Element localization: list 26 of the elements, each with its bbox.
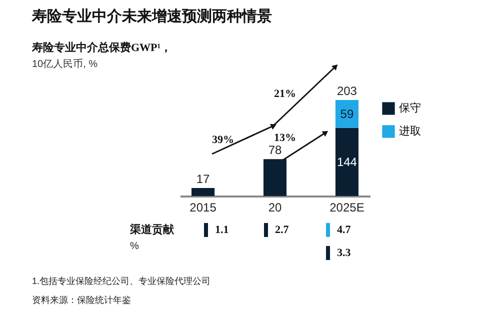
- x-tick-label: 20: [268, 200, 282, 214]
- bar: [263, 159, 287, 196]
- total-label: 203: [336, 84, 358, 98]
- annotation: 13%: [274, 132, 296, 144]
- text: 2.7: [275, 224, 290, 236]
- x-tick-label: 2015: [190, 200, 217, 214]
- text: 4.7: [337, 224, 352, 236]
- bar: [335, 128, 358, 196]
- total-label: 78: [268, 143, 282, 158]
- text: 1.1: [215, 224, 229, 236]
- x-tick-label: 2025E: [330, 200, 364, 214]
- chart-title: 寿险专业中介未来增速预测两种情景: [31, 8, 272, 25]
- text: 3.3: [337, 247, 352, 259]
- bar: [192, 188, 215, 196]
- text: 资料来源：保险统计年鉴: [32, 295, 131, 305]
- data-label: 59: [340, 106, 354, 121]
- annotation: 39%: [212, 134, 234, 146]
- bar: [335, 100, 358, 128]
- text: 渠道贡献 %: [129, 223, 175, 252]
- chart-subtitle: 寿险专业中介总保费GWP¹， 10亿人民币, %: [31, 41, 172, 70]
- data-label: 144: [336, 154, 358, 169]
- text: 1.包括专业保险经纪公司、专业保险代理公司: [32, 276, 211, 286]
- annotation: 21%: [274, 88, 296, 100]
- legend-label: 保守: [399, 102, 421, 114]
- total-label: 17: [196, 172, 210, 186]
- legend-label: 进取: [399, 124, 421, 138]
